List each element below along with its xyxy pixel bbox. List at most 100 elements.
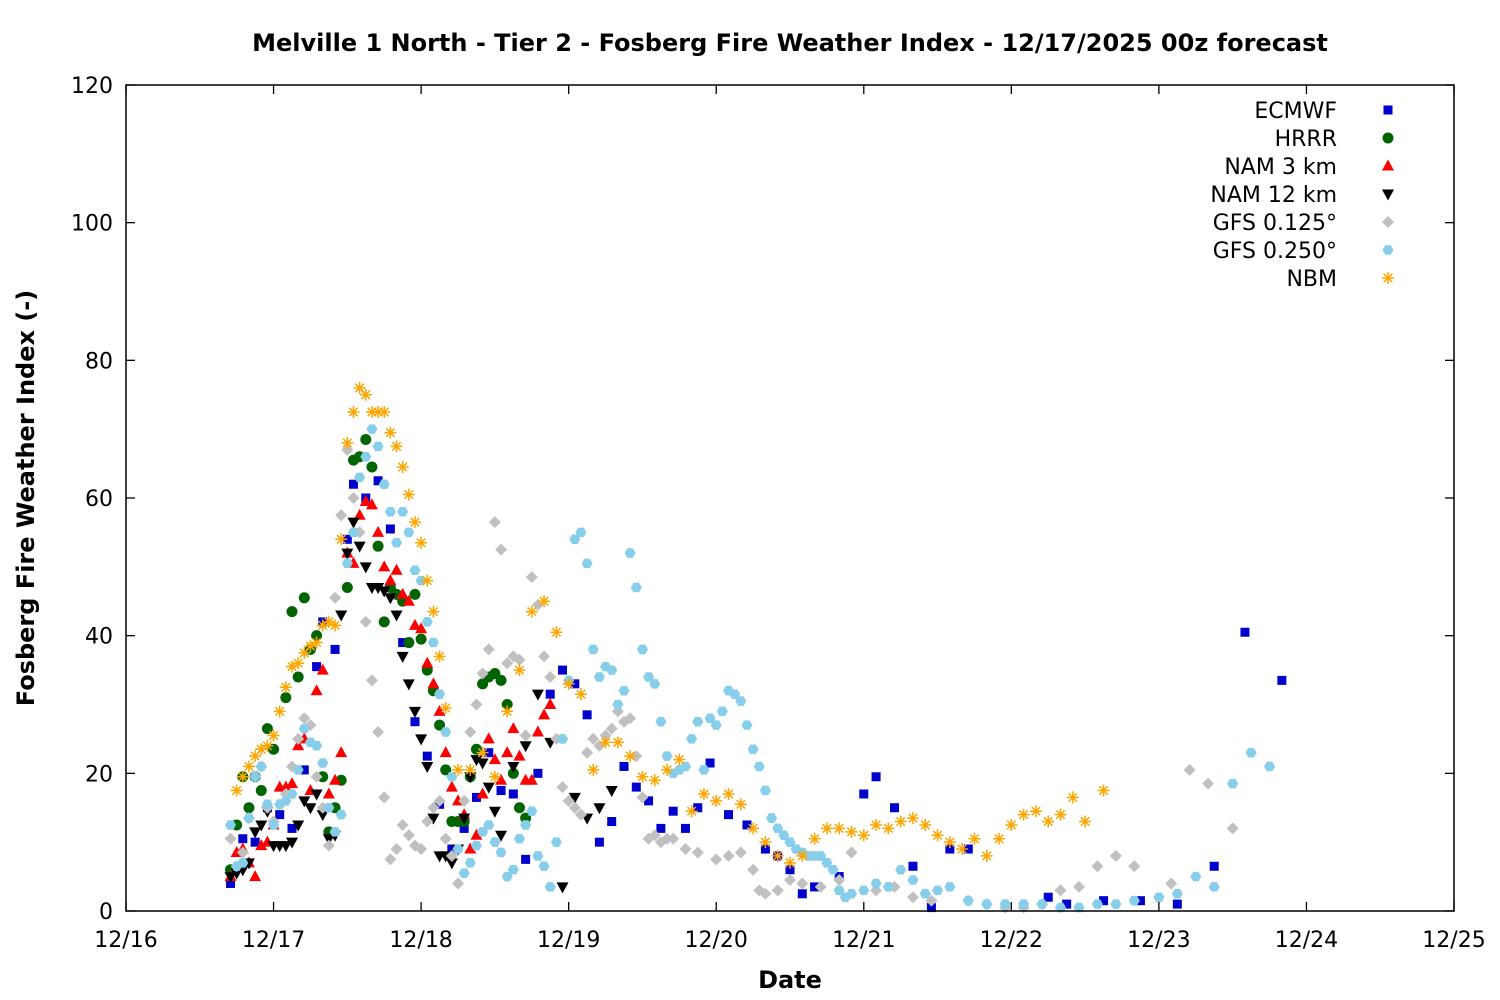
data-point (347, 405, 360, 418)
data-point (557, 734, 569, 744)
data-point (495, 674, 507, 686)
data-point (408, 516, 421, 529)
data-point (882, 882, 894, 892)
data-point (476, 787, 489, 799)
data-point (261, 799, 273, 810)
data-point (286, 660, 298, 673)
data-point (1277, 675, 1287, 685)
data-point (390, 563, 403, 575)
data-point (631, 782, 641, 792)
data-point (778, 830, 790, 841)
data-point (421, 574, 434, 587)
data-point (1183, 763, 1196, 776)
series-nam-12-km (224, 517, 618, 894)
data-point (587, 644, 599, 655)
data-point (926, 903, 936, 913)
data-point (724, 810, 734, 820)
data-point (482, 643, 495, 656)
data-point (729, 689, 741, 699)
data-point (347, 492, 360, 504)
data-point (908, 861, 918, 871)
data-point (845, 825, 858, 838)
data-point (403, 527, 415, 538)
data-point (224, 832, 237, 845)
data-point (249, 750, 262, 763)
data-point (372, 405, 385, 418)
data-point (304, 803, 317, 815)
data-point (341, 581, 353, 593)
data-point (250, 837, 260, 847)
data-point (359, 388, 372, 401)
data-point (329, 827, 341, 837)
data-point (661, 832, 674, 845)
data-point (685, 805, 698, 818)
data-point (784, 856, 796, 869)
x-tick-label: 12/21 (832, 928, 895, 953)
data-point (482, 732, 495, 744)
y-tick-label: 60 (85, 487, 113, 512)
data-point (1091, 899, 1103, 909)
data-point (458, 868, 470, 878)
data-point (310, 636, 323, 649)
data-point (409, 565, 421, 576)
data-point (1128, 895, 1140, 906)
data-point (317, 758, 329, 768)
data-point (310, 770, 323, 783)
series-gfs-0-250 (225, 424, 1276, 913)
data-point (871, 772, 881, 782)
data-point (1018, 899, 1030, 909)
data-point (611, 736, 624, 749)
data-point (544, 698, 557, 709)
data-point (944, 882, 956, 892)
data-point (322, 787, 335, 799)
legend-label: NBM (1286, 267, 1337, 292)
data-point (747, 863, 760, 876)
data-point (532, 851, 544, 861)
x-tick-label: 12/18 (389, 928, 452, 953)
data-point (415, 622, 428, 634)
data-point (279, 681, 292, 694)
data-point (298, 723, 310, 734)
data-point (335, 509, 348, 522)
data-point (668, 806, 678, 816)
legend-label: GFS 0.250° (1213, 239, 1337, 264)
data-point (427, 605, 440, 618)
data-point (538, 595, 551, 608)
data-point (507, 722, 520, 734)
data-point (710, 794, 723, 807)
data-point (655, 716, 667, 727)
data-point (693, 803, 703, 813)
x-tick-label: 12/17 (242, 928, 305, 953)
data-point (322, 839, 335, 852)
data-point (710, 720, 722, 730)
data-point (734, 846, 747, 859)
data-point (427, 637, 439, 648)
data-point (648, 829, 661, 842)
data-point (531, 725, 544, 737)
data-point (507, 761, 520, 773)
data-point (464, 858, 476, 868)
data-point (704, 713, 716, 724)
data-point (488, 806, 501, 818)
data-point (501, 705, 514, 718)
data-point (906, 891, 919, 904)
legend-label: NAM 3 km (1224, 155, 1337, 180)
data-point (316, 619, 329, 632)
data-point (299, 765, 309, 775)
data-point (1240, 627, 1250, 637)
data-point (372, 540, 384, 552)
data-point (408, 706, 421, 718)
data-point (643, 672, 655, 682)
data-point (1072, 880, 1085, 893)
data-point (261, 739, 274, 752)
data-point (594, 837, 604, 847)
y-tick-label: 0 (99, 900, 113, 925)
data-point (311, 630, 323, 642)
data-point (545, 689, 555, 699)
x-tick-label: 12/23 (1127, 928, 1190, 953)
data-point (570, 679, 580, 689)
data-point (513, 833, 525, 844)
data-point (330, 644, 340, 654)
data-point (476, 667, 489, 680)
data-point (408, 618, 421, 630)
